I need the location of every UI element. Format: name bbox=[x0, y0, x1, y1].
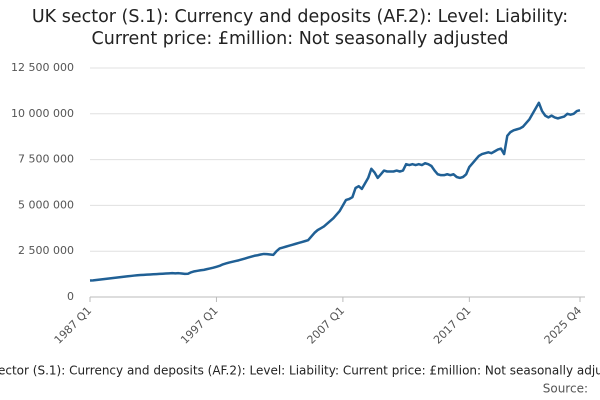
y-tick-label: 5 000 000 bbox=[18, 198, 74, 211]
y-tick-label: 2 500 000 bbox=[18, 244, 74, 257]
data-line bbox=[89, 101, 581, 282]
y-tick-label: 12 500 000 bbox=[11, 61, 74, 74]
footer-title: UK sector (S.1): Currency and deposits (… bbox=[0, 364, 600, 378]
x-tick-label: 2017 Q1 bbox=[431, 304, 474, 347]
source: Source: bbox=[543, 382, 588, 396]
y-tick-label: 10 000 000 bbox=[11, 107, 74, 120]
x-tick-label: 1997 Q1 bbox=[178, 304, 221, 347]
y-tick-label: 7 500 000 bbox=[18, 153, 74, 166]
y-tick-label: 0 bbox=[67, 290, 74, 303]
chart-title: UK sector (S.1): Currency and deposits (… bbox=[31, 7, 569, 49]
x-tick-label: 1987 Q1 bbox=[52, 304, 95, 347]
x-tick-label: 2007 Q1 bbox=[305, 304, 348, 347]
x-tick-label: 2025 Q4 bbox=[542, 304, 585, 347]
